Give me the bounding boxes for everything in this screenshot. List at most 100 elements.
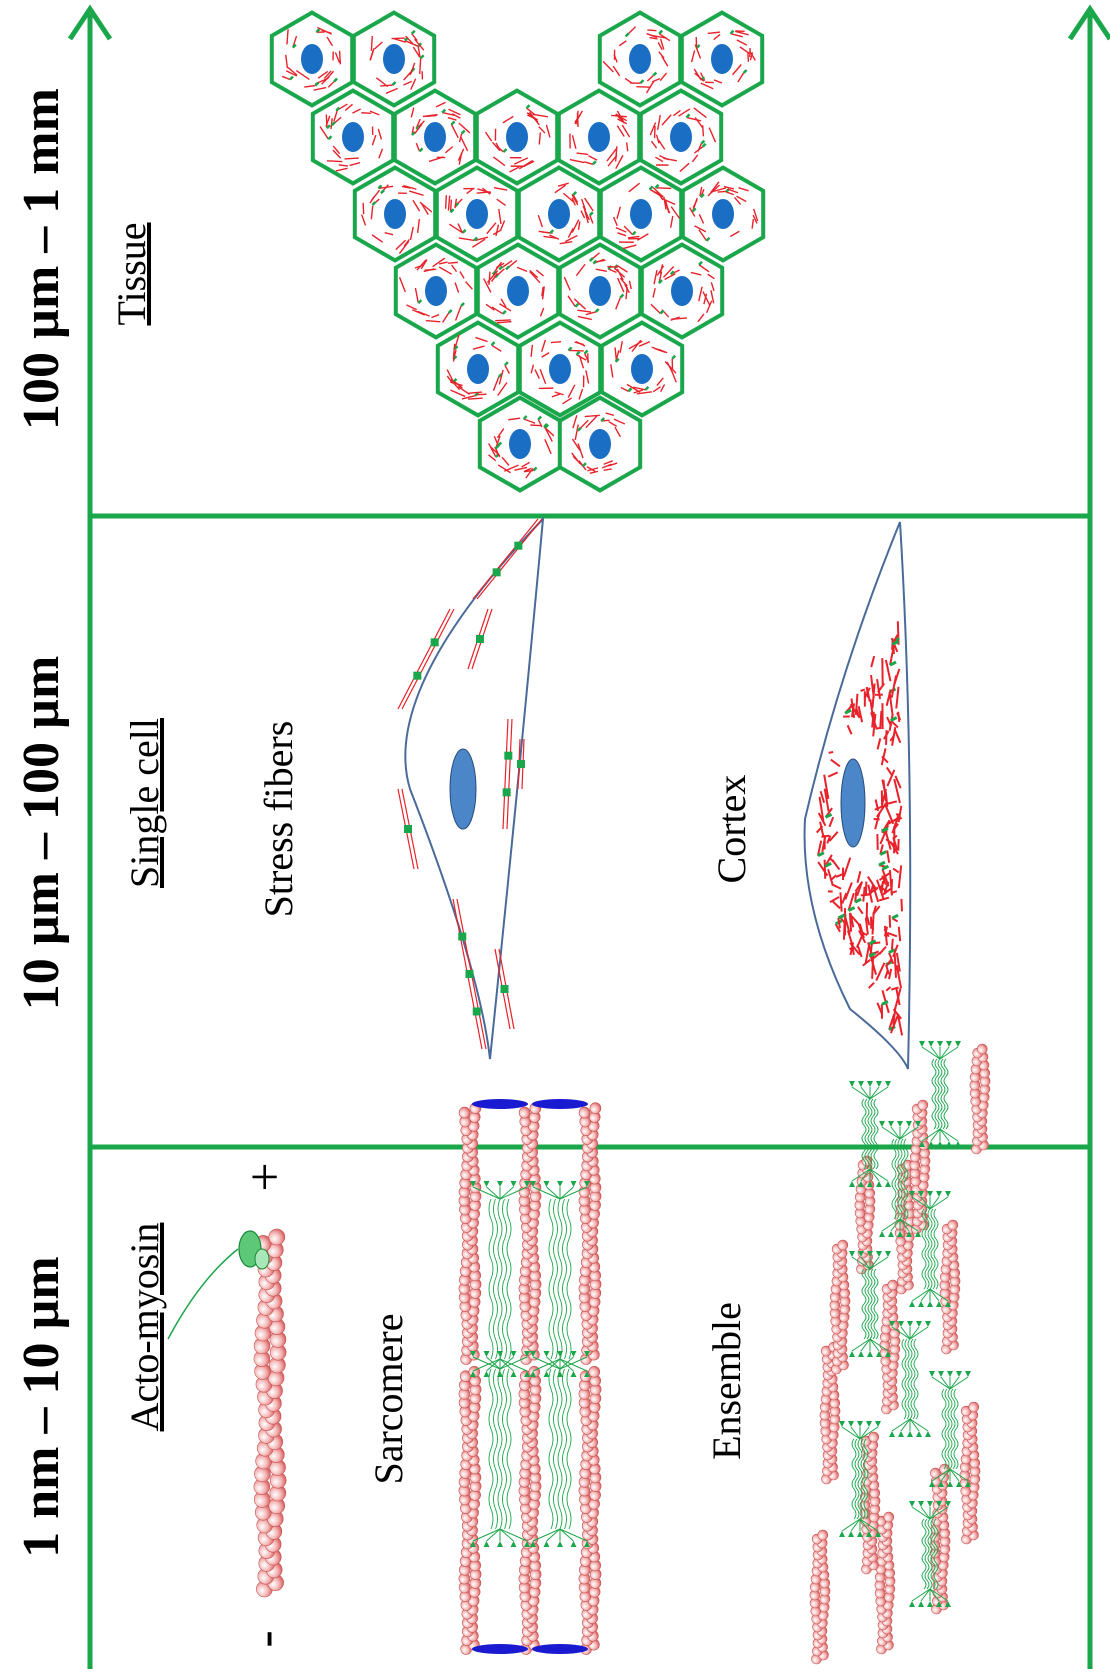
tissue-cell <box>560 398 640 491</box>
tissue-cell <box>478 245 558 338</box>
stress-fiber-cell <box>398 519 543 1059</box>
panel-cell: Single cell Stress fibers Cortex <box>122 519 910 1069</box>
cortex-myosin <box>845 710 851 713</box>
tissue-hexagons <box>272 13 763 491</box>
tissue-nucleus <box>467 354 489 384</box>
tissue-cell <box>396 245 476 338</box>
sarcomere-actin-right <box>579 1103 601 1365</box>
ensemble-actin <box>855 1156 875 1274</box>
acto-myosin-filament <box>254 1229 286 1597</box>
ensemble-actin <box>830 1240 850 1374</box>
tissue-cell <box>641 91 721 184</box>
tissue-cell <box>520 323 600 416</box>
tissue-nucleus <box>711 44 733 74</box>
ensemble-actin <box>910 1100 930 1234</box>
cortex-cell <box>805 522 911 1069</box>
tissue-nucleus <box>630 199 652 229</box>
sarcomere-diagram <box>459 1099 601 1655</box>
cortex-myosin <box>838 915 844 918</box>
tissue-cell <box>683 168 763 261</box>
ensemble-actin <box>810 1530 830 1664</box>
stress-fiber <box>468 609 492 669</box>
actin-filament <box>254 1229 286 1597</box>
tissue-nucleus <box>589 429 611 459</box>
rotated-figure: 1 nm – 10 µm 10 µm – 100 µm 100 µm – 1 m… <box>13 9 1110 1669</box>
sarcomere-actin-left <box>459 1366 481 1654</box>
ensemble-actin <box>970 1044 990 1154</box>
z-disc <box>472 1644 528 1654</box>
tissue-cell <box>519 168 599 261</box>
myosin-head <box>168 1231 269 1339</box>
minus-end-label: - <box>237 1630 294 1647</box>
tissue-nucleus <box>631 354 653 384</box>
ensemble-actin <box>960 1402 980 1544</box>
z-disc <box>532 1099 588 1109</box>
z-disc <box>532 1644 588 1654</box>
tissue-nucleus <box>466 199 488 229</box>
cortex-myosin <box>879 862 885 865</box>
tissue-nucleus <box>588 122 610 152</box>
tissue-nucleus <box>509 429 531 459</box>
tissue-nucleus <box>383 44 405 74</box>
tissue-cell <box>642 245 722 338</box>
tissue-cell <box>477 91 557 184</box>
tissue-cell <box>601 168 681 261</box>
tissue-cell <box>438 323 518 416</box>
tissue-cell <box>272 13 352 106</box>
tissue-nucleus <box>424 122 446 152</box>
ensemble-myosin <box>849 1081 891 1187</box>
stress-fiber <box>453 899 486 1049</box>
tissue-nucleus <box>342 122 364 152</box>
tissue-cell <box>480 398 560 491</box>
cortex-myosin <box>892 915 898 918</box>
tissue-nucleus <box>670 122 692 152</box>
tissue-cell <box>682 13 762 106</box>
sarcomere-actin-right <box>519 1103 541 1365</box>
tissue-cell <box>313 91 393 184</box>
z-disc <box>472 1099 528 1109</box>
plus-end-label: + <box>237 1162 294 1191</box>
sarcomere-actin-right <box>459 1103 481 1365</box>
cortex-cell-nucleus <box>841 759 865 847</box>
tissue-nucleus <box>712 199 734 229</box>
single-cell-title: Single cell <box>122 718 167 888</box>
tissue-cell <box>437 168 517 261</box>
tissue-nucleus <box>506 122 528 152</box>
cortex-label: Cortex <box>709 775 754 884</box>
scale-label-molecular: 1 nm – 10 µm <box>13 1256 70 1558</box>
tissue-cell <box>600 13 680 106</box>
tissue-nucleus <box>548 199 570 229</box>
acto-myosin-title: Acto-myosin <box>122 1223 167 1432</box>
tissue-nucleus <box>507 276 529 306</box>
tissue-cell <box>560 245 640 338</box>
tissue-nucleus <box>549 354 571 384</box>
tissue-nucleus <box>589 276 611 306</box>
sarcomere-actin-left <box>579 1366 601 1654</box>
tissue-cell <box>602 323 682 416</box>
sarcomere-actin-left <box>519 1366 541 1654</box>
tissue-nucleus <box>301 44 323 74</box>
panel-tissue: Tissue <box>109 13 763 491</box>
tissue-cell <box>559 91 639 184</box>
ensemble-diagram <box>810 1041 990 1664</box>
tissue-nucleus <box>425 276 447 306</box>
panel-molecular: Acto-myosin - + Sarcomere Ensemble <box>122 1041 990 1664</box>
stress-fiber <box>398 609 454 709</box>
scale-label-tissue: 100 µm – 1 mm <box>13 88 70 430</box>
ensemble-label: Ensemble <box>704 1302 749 1460</box>
tissue-nucleus <box>384 199 406 229</box>
sarcomere-label: Sarcomere <box>366 1313 411 1484</box>
ensemble-actin <box>940 1220 960 1354</box>
tissue-cell <box>355 168 435 261</box>
stress-fiber <box>503 719 513 829</box>
stress-cell-nucleus <box>450 749 476 829</box>
tissue-title: Tissue <box>109 222 154 325</box>
ensemble-actin <box>860 1432 880 1574</box>
ensemble-actin <box>880 1280 900 1414</box>
stress-fibers-label: Stress fibers <box>256 721 301 918</box>
tissue-cell <box>354 13 434 106</box>
tissue-cell <box>395 91 475 184</box>
tissue-nucleus <box>671 276 693 306</box>
